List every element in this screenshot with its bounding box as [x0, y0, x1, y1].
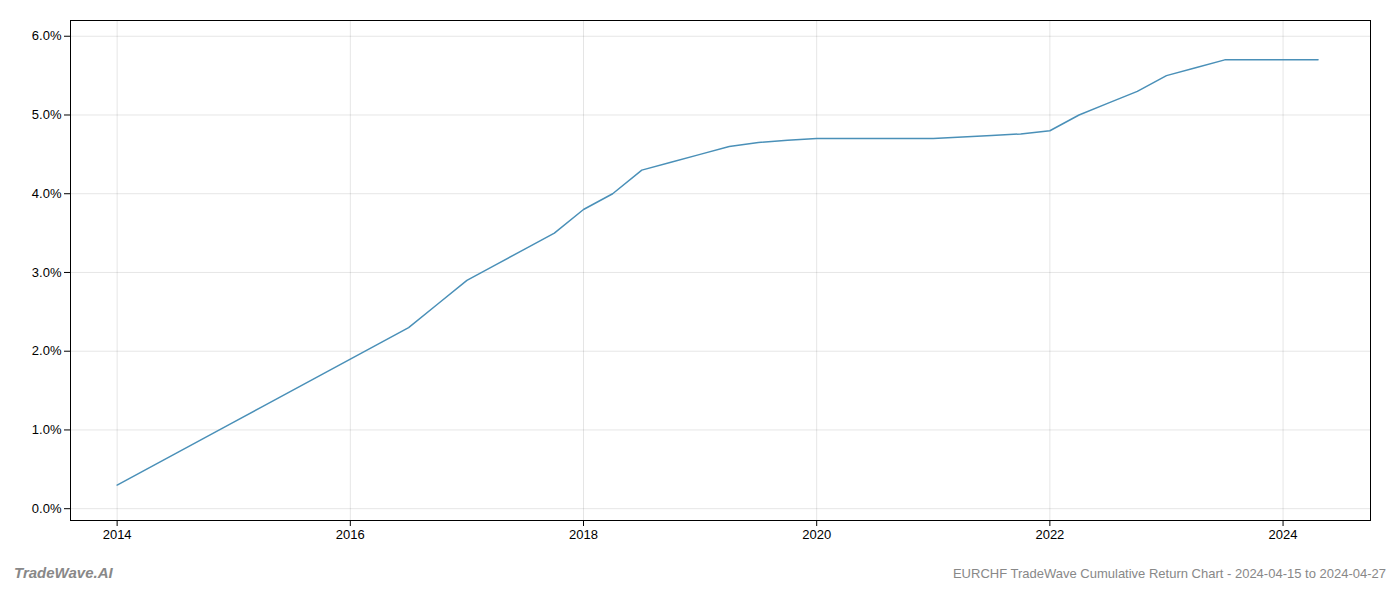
svg-text:4.0%: 4.0% — [32, 186, 62, 201]
svg-text:2024: 2024 — [1269, 527, 1298, 542]
svg-text:6.0%: 6.0% — [32, 28, 62, 43]
svg-text:0.0%: 0.0% — [32, 501, 62, 516]
html-text:EURCHF TradeWave Cumulative Re: EURCHF TradeWave Cumulative Return Chart… — [952, 566, 1386, 581]
svg-text:3.0%: 3.0% — [32, 265, 62, 280]
svg-text:2020: 2020 — [802, 527, 831, 542]
svg-text:2018: 2018 — [569, 527, 598, 542]
svg-text:5.0%: 5.0% — [32, 107, 62, 122]
svg-text:2016: 2016 — [336, 527, 365, 542]
svg-text:2.0%: 2.0% — [32, 343, 62, 358]
svg-text:1.0%: 1.0% — [32, 422, 62, 437]
html-text:TradeWave.AI: TradeWave.AI — [14, 564, 113, 581]
svg-text:2022: 2022 — [1035, 527, 1064, 542]
svg-text:2014: 2014 — [103, 527, 132, 542]
